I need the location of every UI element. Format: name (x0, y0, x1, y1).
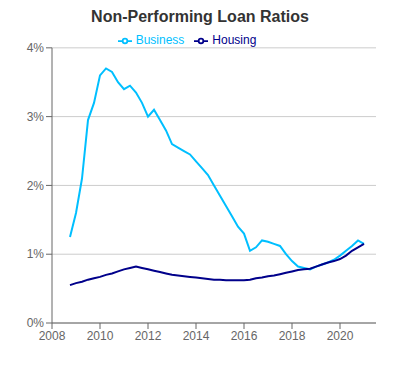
svg-text:2010: 2010 (87, 329, 114, 343)
svg-text:2016: 2016 (231, 329, 258, 343)
html-text:Business: Business (135, 33, 185, 47)
svg-text:3%: 3% (27, 110, 45, 124)
svg-text:0%: 0% (27, 316, 45, 330)
svg-text:2014: 2014 (183, 329, 210, 343)
html-text:Housing: Housing (212, 33, 257, 47)
svg-text:2012: 2012 (135, 329, 162, 343)
svg-text:2020: 2020 (327, 329, 354, 343)
svg-text:2018: 2018 (279, 329, 306, 343)
svg-text:2%: 2% (27, 179, 45, 193)
svg-text:2008: 2008 (39, 329, 66, 343)
html-text:Non-Performing Loan Ratios: Non-Performing Loan Ratios (91, 8, 309, 25)
svg-text:4%: 4% (27, 41, 45, 55)
svg-text:1%: 1% (27, 247, 45, 261)
